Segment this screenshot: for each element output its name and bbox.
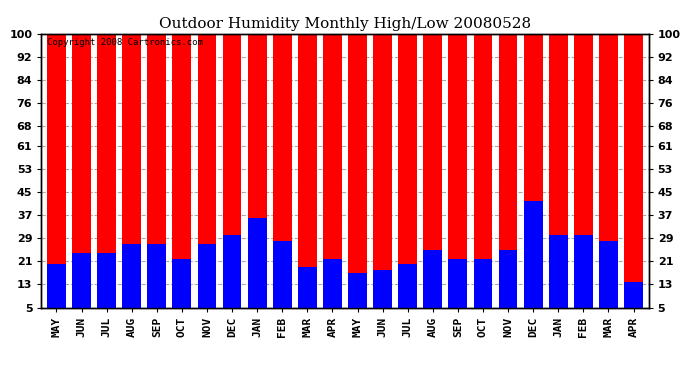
Bar [549, 34, 568, 322]
Bar [298, 267, 317, 322]
Bar [172, 34, 191, 322]
Text: Copyright 2008 Cartronics.com: Copyright 2008 Cartronics.com [48, 38, 204, 47]
Bar [223, 34, 241, 322]
Bar [373, 270, 392, 322]
Bar [499, 250, 518, 322]
Bar [298, 34, 317, 322]
Bar [348, 273, 367, 322]
Bar [549, 236, 568, 322]
Bar [97, 253, 116, 322]
Title: Outdoor Humidity Monthly High/Low 20080528: Outdoor Humidity Monthly High/Low 200805… [159, 17, 531, 31]
Bar [72, 34, 91, 322]
Bar [398, 264, 417, 322]
Bar [373, 34, 392, 322]
Bar [47, 34, 66, 322]
Bar [624, 34, 643, 322]
Bar [348, 34, 367, 322]
Bar [398, 34, 417, 322]
Bar [524, 34, 542, 322]
Bar [197, 34, 217, 322]
Bar [197, 244, 217, 322]
Bar [47, 264, 66, 322]
Bar [424, 34, 442, 322]
Bar [473, 34, 493, 322]
Bar [172, 258, 191, 322]
Bar [248, 34, 266, 322]
Bar [223, 236, 241, 322]
Bar [97, 34, 116, 322]
Bar [624, 282, 643, 322]
Bar [248, 218, 266, 322]
Bar [524, 201, 542, 322]
Bar [72, 253, 91, 322]
Bar [424, 250, 442, 322]
Bar [574, 34, 593, 322]
Bar [599, 34, 618, 322]
Bar [599, 241, 618, 322]
Bar [148, 244, 166, 322]
Bar [323, 34, 342, 322]
Bar [473, 258, 493, 322]
Bar [122, 244, 141, 322]
Bar [122, 34, 141, 322]
Bar [323, 258, 342, 322]
Bar [148, 34, 166, 322]
Bar [499, 34, 518, 322]
Bar [273, 241, 292, 322]
Bar [448, 34, 467, 322]
Bar [448, 258, 467, 322]
Bar [574, 236, 593, 322]
Bar [273, 34, 292, 322]
